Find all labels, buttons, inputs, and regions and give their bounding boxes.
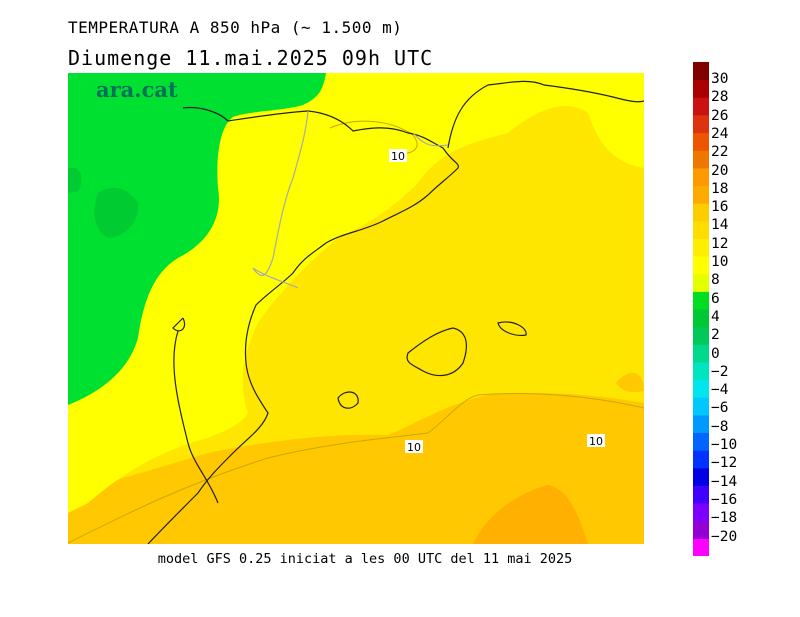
contour-10-north [329,120,418,154]
legend-tick-label: 8 [711,272,720,289]
legend-tick-label: 12 [711,235,729,252]
legend-swatch [693,273,709,292]
legend-swatch [693,167,709,186]
legend-swatch [693,309,709,328]
legend-tick-label: 20 [711,162,729,179]
legend-swatch [693,220,709,239]
legend-swatch [693,503,709,522]
legend-swatch [693,520,709,539]
legend-tick-label: 28 [711,89,729,106]
coastline-north [447,80,644,149]
legend-swatch [693,203,709,222]
legend-tick-label: 10 [711,254,729,270]
contour-label: 10 [389,149,407,163]
legend-tick-label: 6 [711,290,720,307]
temperature-map: 10 10 10 ara.cat [68,73,644,544]
legend-tick-label: 0 [711,345,720,362]
zone-4-6 [68,73,326,405]
legend-swatch [693,150,709,169]
legend-swatch [693,238,709,257]
legend-tick-label: −6 [711,400,729,417]
zone-darkgreen-2 [68,167,82,193]
ara-cat-logo: ara.cat [96,77,178,102]
svg-text:10: 10 [391,150,405,163]
legend-tick-label: 30 [711,71,729,87]
legend-tick-label: −14 [711,473,738,490]
legend-tick-label: 4 [711,308,720,325]
svg-text:10: 10 [407,441,421,454]
coastline-west [172,317,219,504]
legend-tick-label: 14 [711,217,729,234]
model-footer: model GFS 0.25 iniciat a les 00 UTC del … [157,551,573,567]
legend-swatch [693,397,709,416]
island-mallorca [406,327,467,377]
island-eivissa [337,391,359,409]
legend-tick-label: 16 [711,199,729,216]
legend-tick-label: −20 [711,528,738,545]
legend-tick-label: −10 [711,437,738,453]
island-menorca [497,321,527,336]
zone-12-14 [473,485,588,544]
map-title: TEMPERATURA A 850 hPa (~ 1.500 m) [68,18,403,37]
legend-swatch [693,114,709,134]
legend-swatch [693,97,709,116]
legend-swatch [693,79,709,98]
legend-swatch [693,379,709,398]
legend-tick-label: −8 [711,418,729,435]
legend-swatch [693,467,709,486]
zone-darkgreen [94,187,139,238]
legend-swatch [693,485,709,504]
legend-tick-label: −12 [711,455,738,472]
legend-tick-label: −2 [711,363,729,380]
contour-label: 10 [587,434,605,448]
legend-swatch [693,344,709,363]
legend-tick-label: −4 [711,382,729,399]
border-gray [252,110,449,289]
zone-12-14-b [616,372,644,393]
legend-swatch [693,132,709,151]
map-date: Diumenge 11.mai.2025 09h UTC [68,46,434,70]
legend-swatch [693,326,709,345]
svg-text:10: 10 [589,435,603,448]
legend-tick-label: 22 [711,144,729,161]
legend-tick-label: 24 [711,125,729,142]
contour-label: 10 [405,440,423,454]
legend-swatch [693,414,709,433]
legend-tick-label: 18 [711,180,729,197]
legend-swatch [693,538,709,556]
legend-swatch [693,361,709,381]
legend-swatch [693,62,709,81]
legend-swatch [693,256,709,275]
legend-tick-label: −18 [711,510,738,527]
contour-10-south [68,393,644,544]
legend-swatch [693,432,709,451]
legend-swatch [693,185,709,204]
legend-tick-label: −16 [711,491,738,508]
legend-swatch [693,450,709,469]
legend-swatch [693,291,709,310]
zone-10-12 [68,393,644,544]
legend-tick-label: 26 [711,107,729,124]
coastline [147,106,459,544]
color-legend [693,62,709,556]
legend-tick-label: 2 [711,327,720,344]
